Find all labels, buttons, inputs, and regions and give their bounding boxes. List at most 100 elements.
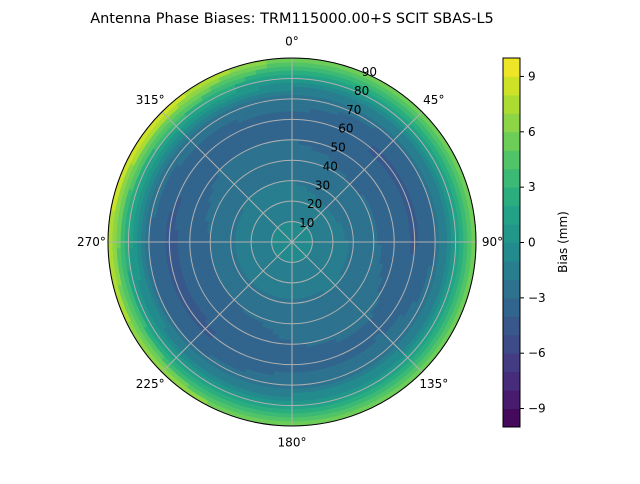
radial-tick-label: 30: [315, 178, 330, 192]
contour-cell: [280, 70, 292, 74]
contour-cell: [284, 185, 288, 189]
contour-cell: [337, 237, 341, 241]
contour-cell: [202, 245, 207, 251]
colorbar-band: [503, 353, 520, 372]
contour-cell: [361, 234, 365, 239]
colorbar-tick-label: 6: [528, 125, 536, 139]
colorbar-tick-label: −3: [528, 291, 546, 305]
contour-cell: [292, 377, 302, 381]
contour-cell: [285, 193, 289, 197]
contour-cell: [280, 409, 292, 413]
contour-cell: [292, 287, 295, 291]
contour-cell: [292, 393, 303, 397]
contour-cell: [361, 244, 365, 249]
angular-tick-label: 45°: [423, 93, 444, 107]
contour-cell: [292, 299, 296, 303]
contour-cell: [292, 368, 301, 372]
contour-cell: [292, 389, 303, 393]
colorbar-tick-label: −9: [528, 402, 546, 416]
contour-cell: [292, 107, 301, 111]
contour-cell: [283, 373, 292, 377]
radial-tick-label: 20: [307, 197, 322, 211]
contour-cell: [292, 123, 300, 127]
contour-cell: [287, 307, 292, 311]
contour-cell: [295, 291, 299, 295]
contour-cell: [292, 417, 305, 422]
contour-cell: [279, 417, 292, 422]
colorbar-band: [503, 58, 520, 77]
contour-cell: [292, 144, 299, 148]
colorbar-band: [503, 95, 520, 114]
colorbar-band: [503, 169, 520, 188]
contour-cell: [288, 181, 292, 185]
colorbar-band: [503, 206, 520, 225]
contour-cell: [357, 244, 361, 249]
contour-cell: [292, 311, 297, 315]
contour-cell: [281, 397, 292, 401]
angular-tick-label: 180°: [278, 436, 307, 450]
contour-cell: [292, 328, 298, 332]
colorbar-tick-label: 0: [528, 236, 536, 250]
contour-cell: [280, 66, 292, 71]
grid-lines: [108, 58, 476, 426]
contour-cell: [292, 168, 297, 172]
contour-cell: [292, 91, 303, 95]
contour-cell: [292, 103, 302, 107]
colorbar-tick-label: 9: [528, 69, 536, 83]
colorbar-band: [503, 316, 520, 335]
contour-cell: [287, 172, 292, 176]
colorbar-tick-label: 3: [528, 180, 536, 194]
contour-cell: [357, 235, 361, 240]
contour-cell: [286, 328, 292, 332]
contour-cell: [285, 336, 292, 340]
colorbar-band: [503, 132, 520, 151]
contour-cell: [292, 128, 300, 132]
contour-cell: [292, 132, 300, 136]
contour-cell: [292, 373, 301, 377]
contour-cell: [292, 397, 303, 401]
contour-cell: [292, 111, 301, 115]
colorbar-tick-label: −6: [528, 346, 546, 360]
colorbar-band: [503, 224, 520, 243]
colorbar-band: [503, 150, 520, 169]
contour-cell: [288, 291, 292, 295]
contour-cell: [292, 83, 303, 87]
contour-cell: [287, 315, 292, 319]
contour-cell: [284, 348, 292, 352]
contour-cell: [218, 234, 222, 239]
contour-cell: [288, 189, 292, 193]
colorbar-band: [503, 113, 520, 132]
radial-tick-label: 70: [346, 103, 361, 117]
contour-cell: [239, 244, 243, 248]
contour-cell: [281, 393, 292, 397]
contour-cell: [292, 332, 299, 336]
contour-cell: [235, 244, 239, 248]
contour-cell: [292, 62, 305, 67]
contour-cell: [289, 193, 292, 197]
angular-tick-label: 135°: [419, 377, 448, 391]
contour-cell: [292, 185, 296, 189]
contour-cell: [279, 62, 292, 67]
radial-tick-label: 50: [330, 141, 345, 155]
contour-cell: [281, 389, 292, 393]
contour-cell: [223, 244, 227, 249]
contour-cell: [284, 356, 292, 360]
colorbar-label: Bias (mm): [556, 211, 570, 273]
angular-tick-label: 0°: [285, 34, 299, 48]
contour-cell: [285, 189, 289, 193]
contour-cell: [292, 307, 297, 311]
colorbar-band: [503, 335, 520, 354]
contour-cell: [295, 287, 299, 291]
contour-cell: [292, 189, 296, 193]
colorbar-band: [503, 390, 520, 409]
angular-tick-label: 270°: [77, 235, 106, 249]
contour-cell: [292, 87, 303, 91]
contour-cell: [214, 234, 218, 240]
contour-cell: [292, 172, 297, 176]
contour-cell: [292, 148, 299, 152]
radial-tick-label: 60: [338, 122, 353, 136]
colorbar-band: [503, 298, 520, 317]
contour-cell: [292, 352, 300, 356]
